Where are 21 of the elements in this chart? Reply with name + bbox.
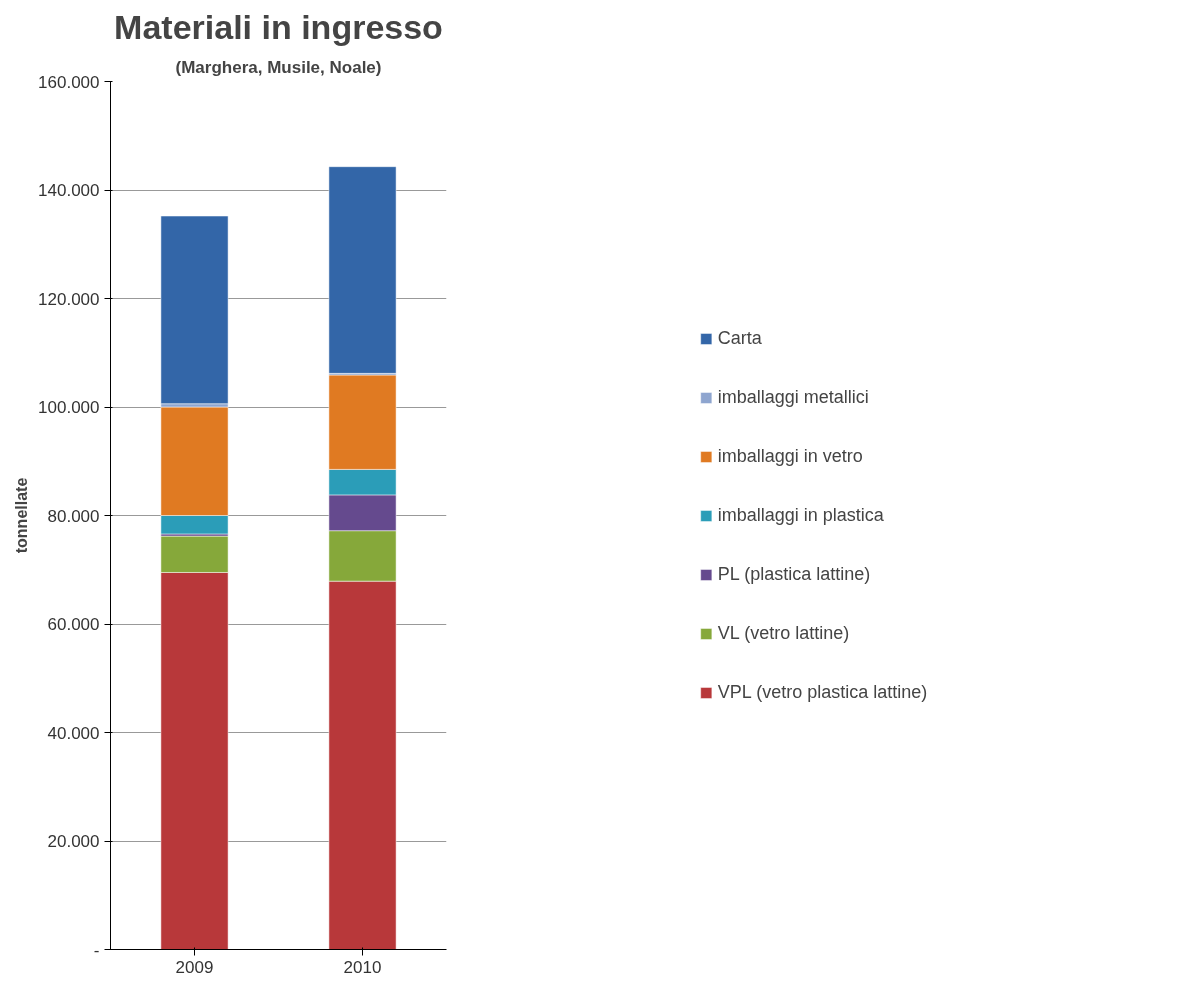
x-tick-label: 2009 [175, 957, 214, 977]
legend-label: VPL (vetro plastica lattine) [717, 681, 928, 703]
chart-subtitle: (Marghera, Musile, Noale) [175, 57, 382, 77]
y-tick-label: 40.000 [47, 723, 100, 743]
y-axis-title: tonnellate [13, 477, 31, 554]
y-tick-label: 60.000 [47, 615, 100, 634]
y-tick-label: 140.000 [38, 181, 100, 200]
legend-label: PL (plastica lattine) [717, 563, 871, 585]
legend-label: imballaggi metallici [717, 386, 869, 408]
legend-label: VL (vetro lattine) [717, 622, 850, 644]
y-tick-label: 160.000 [38, 72, 100, 92]
legend-label: imballaggi in plastica [717, 504, 884, 526]
y-tick-label: - [93, 940, 100, 960]
legend-label: Carta [717, 327, 762, 349]
y-tick-label: 120.000 [38, 289, 100, 309]
y-tick-label: 100.000 [38, 398, 100, 417]
y-tick-label: 80.000 [47, 506, 100, 526]
chart-title: Materiali in ingresso [114, 7, 443, 46]
legend-label: imballaggi in vetro [717, 445, 863, 467]
x-tick-label: 2010 [343, 957, 382, 977]
y-tick-label: 20.000 [47, 832, 100, 851]
